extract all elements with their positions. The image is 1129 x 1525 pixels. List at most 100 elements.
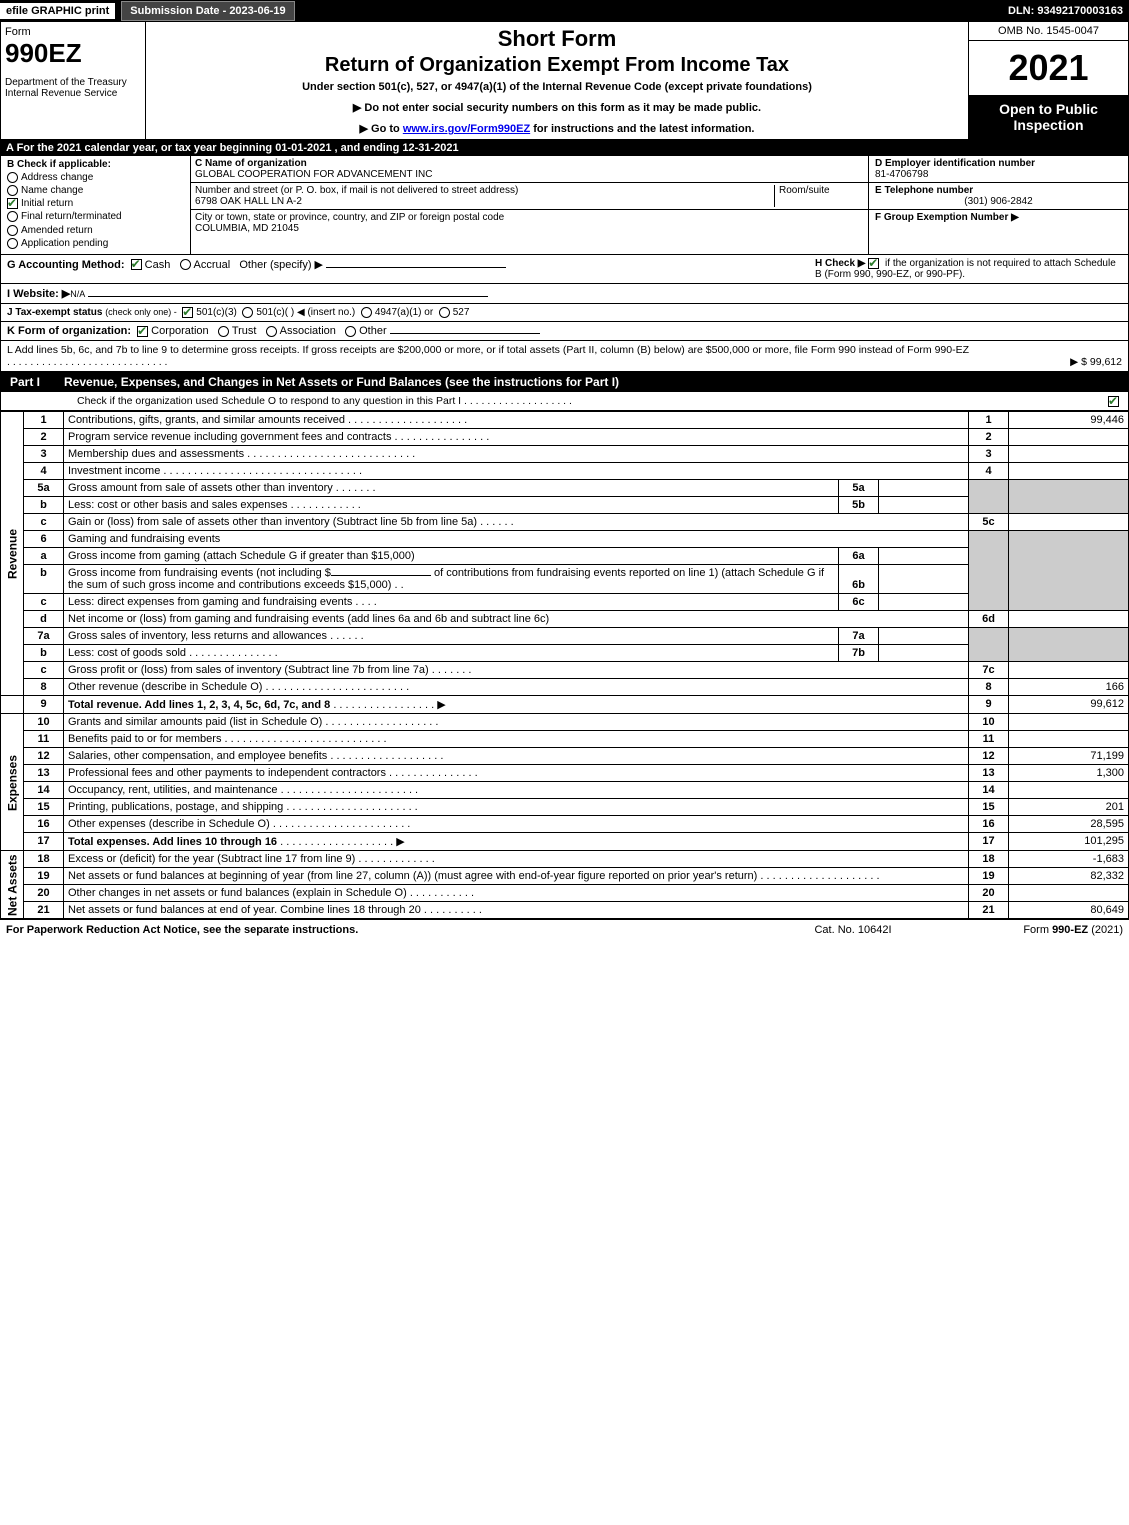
footer-formref: Form 990-EZ (2021): [943, 924, 1123, 936]
corp-label: Corporation: [151, 325, 208, 337]
chk-501c3[interactable]: [182, 307, 193, 318]
527-label: 527: [453, 307, 470, 318]
under-section: Under section 501(c), 527, or 4947(a)(1)…: [154, 81, 960, 93]
i-label: I Website: ▶: [7, 288, 70, 300]
k-label: K Form of organization:: [7, 325, 131, 337]
tel-label: E Telephone number: [875, 185, 1122, 196]
line-2: 2 Program service revenue including gove…: [1, 429, 1129, 446]
j-sub: (check only one) -: [105, 307, 177, 317]
header-left: Form 990EZ Department of the Treasury In…: [1, 22, 146, 139]
c-name-label: C Name of organization: [195, 158, 864, 169]
line-10: Expenses 10 Grants and similar amounts p…: [1, 714, 1129, 731]
chk-amended[interactable]: Amended return: [7, 225, 184, 236]
chk-527[interactable]: [439, 307, 450, 318]
chk-corp[interactable]: [137, 326, 148, 337]
part1-check-text: Check if the organization used Schedule …: [77, 395, 461, 407]
group-label: F Group Exemption Number ▶: [875, 212, 1122, 223]
chk-other-org[interactable]: [345, 326, 356, 337]
line-7c: c Gross profit or (loss) from sales of i…: [1, 662, 1129, 679]
line-3: 3 Membership dues and assessments . . . …: [1, 446, 1129, 463]
line-12: 12 Salaries, other compensation, and emp…: [1, 748, 1129, 765]
line-11: 11 Benefits paid to or for members . . .…: [1, 731, 1129, 748]
chk-501c[interactable]: [242, 307, 253, 318]
line-6c: c Less: direct expenses from gaming and …: [1, 594, 1129, 611]
chk-h[interactable]: [868, 258, 879, 269]
org-city: COLUMBIA, MD 21045: [195, 223, 864, 234]
col-c: C Name of organization GLOBAL COOPERATIO…: [191, 156, 868, 254]
room-label: Room/suite: [774, 185, 864, 207]
g-label: G Accounting Method:: [7, 259, 125, 271]
note2-pre: ▶ Go to: [360, 123, 403, 135]
netassets-vlabel: Net Assets: [1, 851, 24, 919]
part1-title: Revenue, Expenses, and Changes in Net As…: [64, 375, 619, 389]
line-21: 21 Net assets or fund balances at end of…: [1, 902, 1129, 919]
chk-accrual[interactable]: [180, 259, 191, 270]
group-row: F Group Exemption Number ▶: [869, 210, 1128, 225]
tax-year: 2021: [969, 41, 1128, 95]
tel-row: E Telephone number (301) 906-2842: [869, 183, 1128, 210]
org-name-row: C Name of organization GLOBAL COOPERATIO…: [191, 156, 868, 183]
line-9: 9 Total revenue. Add lines 1, 2, 3, 4, 5…: [1, 696, 1129, 714]
chk-part1[interactable]: [1108, 396, 1119, 407]
ein-row: D Employer identification number 81-4706…: [869, 156, 1128, 183]
chk-initial-return[interactable]: Initial return: [7, 198, 184, 209]
line-14: 14 Occupancy, rent, utilities, and maint…: [1, 782, 1129, 799]
form-number: 990EZ: [5, 38, 141, 69]
line-20: 20 Other changes in net assets or fund b…: [1, 885, 1129, 902]
chk-pending[interactable]: Application pending: [7, 238, 184, 249]
row-bc: B Check if applicable: Address change Na…: [0, 156, 1129, 255]
part1-header: Part I Revenue, Expenses, and Changes in…: [0, 372, 1129, 392]
top-bar: efile GRAPHIC print Submission Date - 20…: [0, 0, 1129, 22]
other-label: Other (specify) ▶: [239, 259, 323, 271]
row-k: K Form of organization: Corporation Trus…: [0, 322, 1129, 341]
submission-date: Submission Date - 2023-06-19: [121, 1, 294, 21]
line-6d: d Net income or (loss) from gaming and f…: [1, 611, 1129, 628]
row-l: L Add lines 5b, 6c, and 7b to line 9 to …: [0, 341, 1129, 372]
line-6b: b Gross income from fundraising events (…: [1, 565, 1129, 594]
col-d: D Employer identification number 81-4706…: [868, 156, 1128, 254]
line-17: 17 Total expenses. Add lines 10 through …: [1, 833, 1129, 851]
501c3-label: 501(c)(3): [196, 307, 237, 318]
irs-link[interactable]: www.irs.gov/Form990EZ: [403, 123, 530, 135]
page-footer: For Paperwork Reduction Act Notice, see …: [0, 919, 1129, 940]
row-g: G Accounting Method: Cash Accrual Other …: [0, 255, 1129, 284]
form-label: Form: [5, 26, 141, 38]
open-inspection: Open to Public Inspection: [969, 95, 1128, 139]
note-link: ▶ Go to www.irs.gov/Form990EZ for instru…: [154, 122, 960, 135]
note2-post: for instructions and the latest informat…: [530, 123, 754, 135]
city-label: City or town, state or province, country…: [195, 212, 864, 223]
line-13: 13 Professional fees and other payments …: [1, 765, 1129, 782]
chk-final-return[interactable]: Final return/terminated: [7, 211, 184, 222]
line-4: 4 Investment income . . . . . . . . . . …: [1, 463, 1129, 480]
trust-label: Trust: [232, 325, 257, 337]
part1-check: Check if the organization used Schedule …: [0, 392, 1129, 411]
col-b: B Check if applicable: Address change Na…: [1, 156, 191, 254]
addr-label: Number and street (or P. O. box, if mail…: [195, 185, 774, 196]
revenue-table: Revenue 1 Contributions, gifts, grants, …: [0, 411, 1129, 919]
ein-value: 81-4706798: [875, 169, 1122, 180]
line-19: 19 Net assets or fund balances at beginn…: [1, 868, 1129, 885]
line-7a: 7a Gross sales of inventory, less return…: [1, 628, 1129, 645]
footer-notice: For Paperwork Reduction Act Notice, see …: [6, 924, 763, 936]
header-right: OMB No. 1545-0047 2021 Open to Public In…: [968, 22, 1128, 139]
omb-number: OMB No. 1545-0047: [969, 22, 1128, 41]
j-label: J Tax-exempt status: [7, 307, 102, 318]
line-5a: 5a Gross amount from sale of assets othe…: [1, 480, 1129, 497]
b-label: B Check if applicable:: [7, 159, 184, 170]
efile-label: efile GRAPHIC print: [0, 3, 115, 19]
501c-label: 501(c)( ) ◀ (insert no.): [256, 307, 355, 318]
chk-cash[interactable]: [131, 259, 142, 270]
ein-label: D Employer identification number: [875, 158, 1122, 169]
chk-address-change[interactable]: Address change: [7, 172, 184, 183]
chk-assoc[interactable]: [266, 326, 277, 337]
l-amount: ▶ $ 99,612: [1070, 356, 1122, 368]
line-1: Revenue 1 Contributions, gifts, grants, …: [1, 412, 1129, 429]
org-city-row: City or town, state or province, country…: [191, 210, 868, 236]
chk-name-change[interactable]: Name change: [7, 185, 184, 196]
line-5b: b Less: cost or other basis and sales ex…: [1, 497, 1129, 514]
chk-trust[interactable]: [218, 326, 229, 337]
line-6: 6 Gaming and fundraising events: [1, 531, 1129, 548]
part1-label: Part I: [6, 375, 44, 389]
chk-4947[interactable]: [361, 307, 372, 318]
form-header: Form 990EZ Department of the Treasury In…: [0, 22, 1129, 140]
